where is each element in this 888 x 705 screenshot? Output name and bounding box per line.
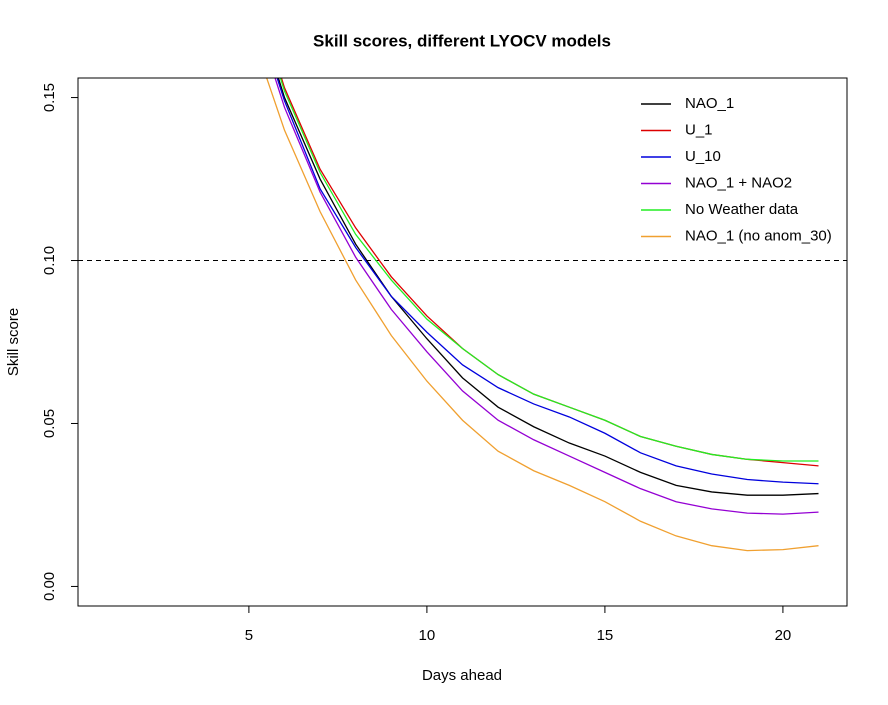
legend-label: NAO_1 (no anom_30) <box>685 227 832 244</box>
legend-label: NAO_1 + NAO2 <box>685 174 792 191</box>
y-tick-label: 0.00 <box>41 572 58 601</box>
legend-label: U_1 <box>685 121 713 138</box>
series-line <box>274 78 819 515</box>
plot-frame <box>77 77 848 607</box>
y-tick-label: 0.15 <box>41 83 58 112</box>
y-tick-label: 0.10 <box>41 246 58 275</box>
x-tick-label: 10 <box>419 627 436 644</box>
y-axis-label: Skill score <box>5 308 22 376</box>
legend-label: NAO_1 <box>685 95 734 112</box>
series-line <box>277 78 819 496</box>
series-line <box>276 78 819 485</box>
x-tick-label: 15 <box>597 627 614 644</box>
chart-title: Skill scores, different LYOCV models <box>313 31 611 50</box>
x-axis-label: Days ahead <box>422 667 502 684</box>
legend-label: U_10 <box>685 148 721 165</box>
series-line <box>279 78 819 462</box>
legend-label: No Weather data <box>685 201 799 218</box>
plot-area <box>78 78 847 552</box>
x-tick-label: 20 <box>775 627 792 644</box>
y-tick-label: 0.05 <box>41 409 58 438</box>
series-line <box>266 78 819 552</box>
x-tick-label: 5 <box>245 627 253 644</box>
